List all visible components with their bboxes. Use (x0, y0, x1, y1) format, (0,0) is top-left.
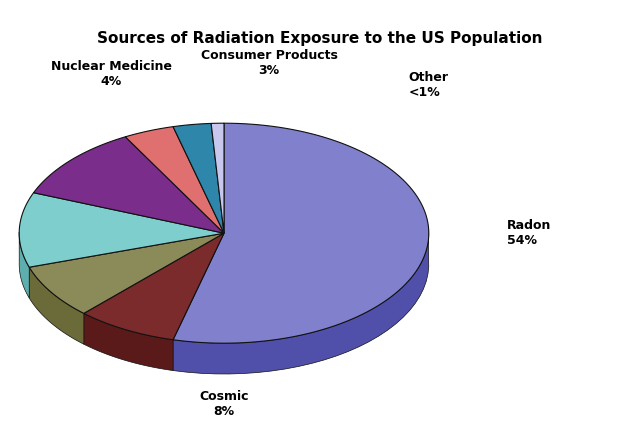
Text: Consumer Products
3%: Consumer Products 3% (200, 49, 337, 77)
Polygon shape (173, 228, 429, 374)
Text: Sources of Radiation Exposure to the US Population: Sources of Radiation Exposure to the US … (97, 31, 543, 46)
Text: Other
<1%: Other <1% (408, 71, 448, 99)
Text: Nuclear Medicine
4%: Nuclear Medicine 4% (51, 60, 172, 88)
Polygon shape (84, 233, 224, 340)
Polygon shape (173, 123, 224, 233)
Polygon shape (125, 127, 224, 233)
Polygon shape (211, 123, 224, 233)
Polygon shape (19, 232, 29, 298)
Text: Cosmic
8%: Cosmic 8% (199, 390, 249, 418)
Polygon shape (19, 193, 224, 267)
Text: Radon
54%: Radon 54% (507, 219, 551, 247)
Polygon shape (29, 267, 84, 344)
Polygon shape (173, 123, 429, 343)
Polygon shape (33, 137, 224, 233)
Polygon shape (84, 313, 173, 370)
Polygon shape (29, 233, 224, 313)
